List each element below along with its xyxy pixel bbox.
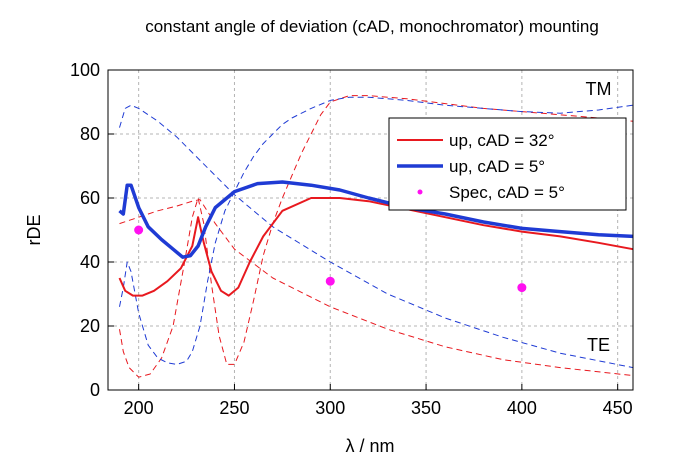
dashed-series-line [119, 199, 634, 377]
y-tick-label: 100 [70, 60, 100, 80]
y-tick-label: 20 [80, 316, 100, 336]
y-tick-label: 60 [80, 188, 100, 208]
legend: up, cAD = 32° up, cAD = 5° Spec, cAD = 5° [388, 117, 627, 211]
legend-box [388, 117, 627, 211]
y-tick-label: 40 [80, 252, 100, 272]
annotation-label: TM [586, 79, 612, 99]
x-tick-label: 200 [124, 398, 154, 418]
chart-title: constant angle of deviation (cAD, monoch… [145, 17, 599, 36]
dashed-series-line [119, 104, 634, 369]
legend-label: up, cAD = 32° [449, 131, 555, 150]
plot-frame [107, 69, 634, 391]
spec-point [325, 276, 335, 286]
legend-swatch [417, 189, 423, 195]
series-line [118, 180, 634, 259]
grid [108, 69, 633, 391]
legend-label: up, cAD = 5° [449, 157, 545, 176]
y-axis-label: rDE [24, 215, 44, 246]
x-tick-label: 250 [219, 398, 249, 418]
x-tick-label: 450 [603, 398, 633, 418]
x-tick-label: 300 [315, 398, 345, 418]
x-tick-label: 400 [507, 398, 537, 418]
annotations: TM TE [586, 79, 612, 355]
legend-label: Spec, cAD = 5° [449, 183, 565, 202]
x-axis-label: λ / nm [345, 436, 394, 456]
y-tick-label: 80 [80, 124, 100, 144]
annotation-label: TE [587, 335, 610, 355]
spec-point [134, 225, 144, 235]
y-tick-label: 0 [90, 380, 100, 400]
spec-point [517, 283, 527, 293]
series-layer [118, 95, 634, 378]
ticks: 200 250 300 350 400 450 0 20 40 60 80 100 [70, 60, 633, 418]
series-line [118, 197, 634, 297]
dashed-series-line [119, 96, 634, 365]
x-tick-label: 350 [411, 398, 441, 418]
